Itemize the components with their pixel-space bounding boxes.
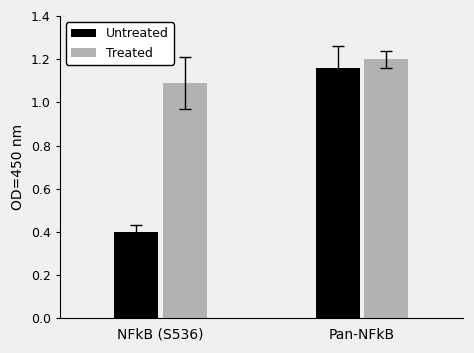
Bar xyxy=(364,59,409,318)
Bar xyxy=(163,83,207,318)
Y-axis label: OD=450 nm: OD=450 nm xyxy=(11,124,25,210)
Bar xyxy=(316,68,360,318)
Legend: Untreated, Treated: Untreated, Treated xyxy=(66,22,174,65)
Bar xyxy=(114,232,158,318)
